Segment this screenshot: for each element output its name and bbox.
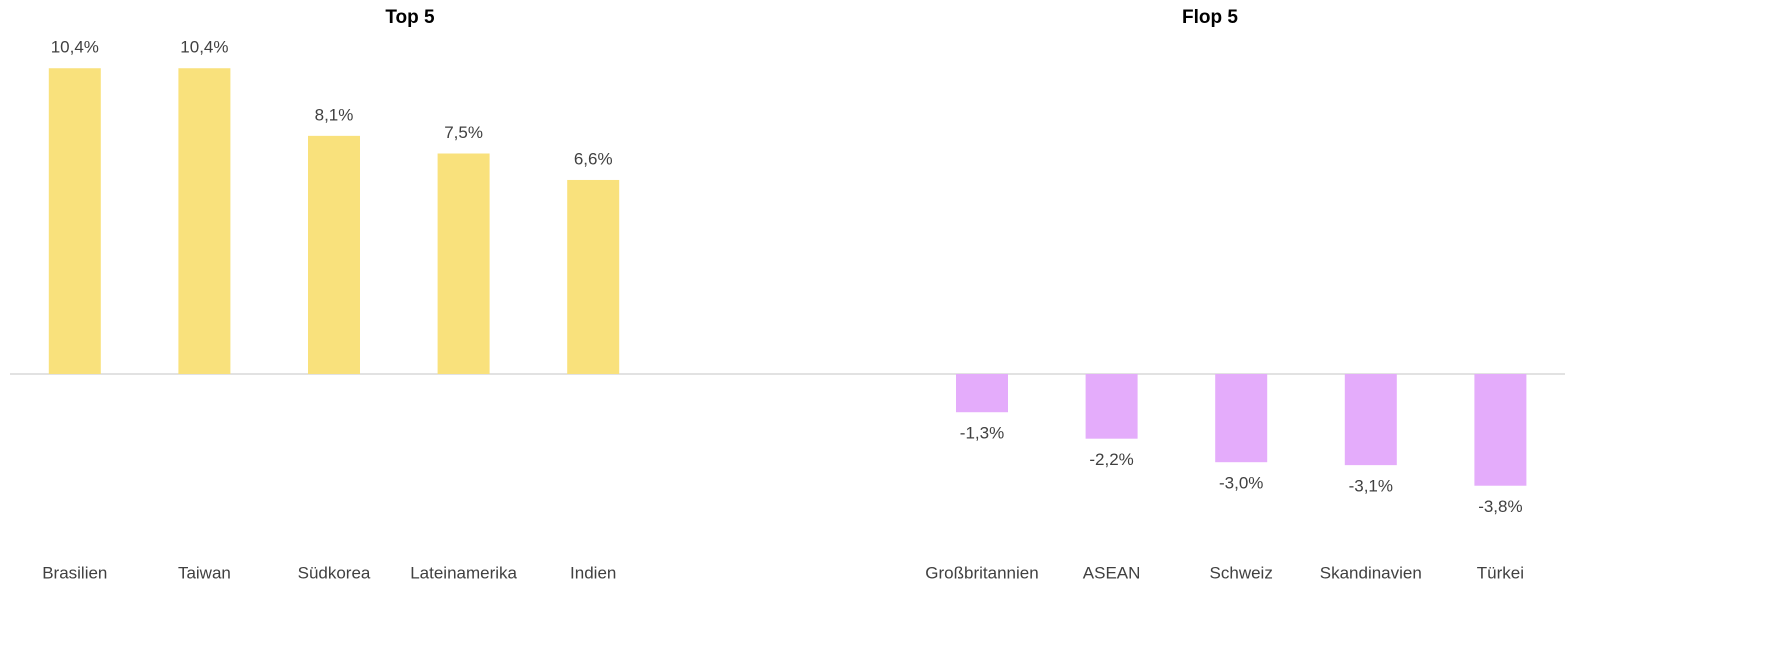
bar [48,68,101,375]
value-label: 10,4% [51,38,99,57]
bar [437,153,490,374]
x-tick-label: Südkorea [298,563,371,582]
bar [1085,374,1138,439]
bar [1344,374,1397,466]
bar [308,135,360,374]
bar [178,68,231,375]
x-tick-label: Indien [570,563,616,582]
value-label: -1,3% [960,424,1004,443]
x-tick-label: Großbritannien [925,563,1038,582]
x-tick-label: ASEAN [1083,563,1141,582]
chart-title: Flop 5 [1182,7,1238,28]
value-label: 8,1% [315,105,354,124]
value-label: 7,5% [444,123,483,142]
value-label: -2,2% [1089,450,1133,469]
value-label: -3,8% [1478,497,1522,516]
value-label: 6,6% [574,149,613,168]
x-tick-label: Schweiz [1210,563,1273,582]
x-tick-label: Taiwan [178,563,231,582]
value-label: 10,4% [180,38,228,57]
bar [956,374,1008,413]
value-label: -3,0% [1219,474,1263,493]
chart-title: Top 5 [385,7,435,28]
bar [1474,374,1527,486]
x-tick-label: Lateinamerika [410,563,517,582]
x-tick-label: Türkei [1477,563,1524,582]
x-tick-label: Skandinavien [1320,563,1422,582]
bar [567,179,620,374]
value-label: -3,1% [1349,477,1393,496]
bar [1215,374,1268,463]
x-tick-label: Brasilien [42,563,107,582]
